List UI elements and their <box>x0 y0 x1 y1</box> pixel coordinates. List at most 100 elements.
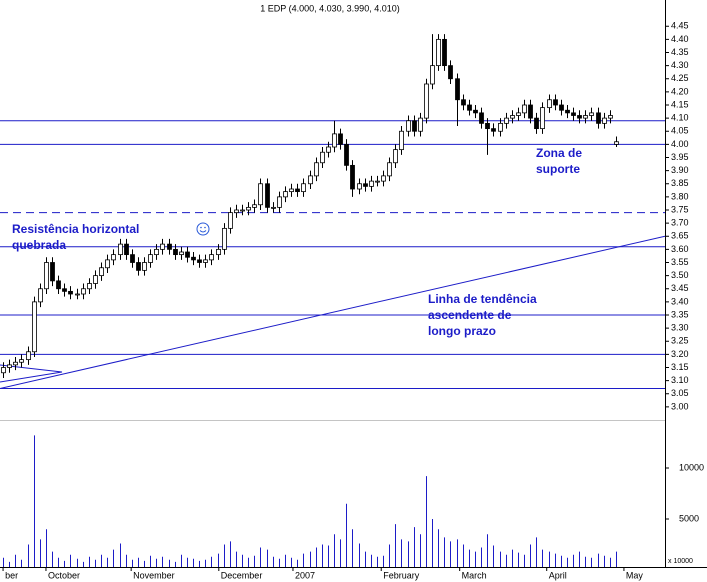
candle-body <box>75 293 80 296</box>
candle-body <box>442 38 447 67</box>
y-tick-label: 3.70 <box>671 218 689 228</box>
chart-title: 1 EDP (4.000, 4.030, 3.990, 4.010) <box>260 3 399 13</box>
candle-body <box>430 65 435 85</box>
trend-line <box>0 235 666 389</box>
candle-body <box>203 259 208 263</box>
candle-body <box>485 122 490 130</box>
y-tick-label: 3.05 <box>671 388 689 398</box>
candle-body <box>479 112 484 124</box>
candle-body <box>608 115 613 119</box>
candle-body <box>363 183 368 187</box>
candle-body <box>142 262 147 271</box>
annotation: suporte <box>536 162 580 176</box>
y-tick-label: 4.30 <box>671 60 689 70</box>
candle-body <box>44 262 49 290</box>
candle-body <box>136 262 141 271</box>
candle-body <box>197 259 202 263</box>
candle-body <box>56 280 61 290</box>
candle-body <box>320 151 325 164</box>
candle-body <box>265 183 270 208</box>
candle-body <box>283 191 288 198</box>
candle-body <box>50 262 55 282</box>
candle-body <box>124 243 129 256</box>
candle-body <box>191 256 196 261</box>
candle-body <box>216 248 221 256</box>
x-tick-label: May <box>626 570 644 580</box>
candle-body <box>308 175 313 185</box>
candle-body <box>571 112 576 116</box>
candle-body <box>258 183 263 206</box>
y-tick-label: 3.15 <box>671 362 689 372</box>
candle-body <box>381 175 386 182</box>
candle-body <box>167 243 172 250</box>
candle-body <box>461 99 466 106</box>
annotation: longo prazo <box>428 324 496 338</box>
candle-body <box>179 251 184 256</box>
y-tick-label: 4.15 <box>671 99 689 109</box>
candle-body <box>553 99 558 106</box>
smiley-mouth <box>199 230 207 233</box>
candle-body <box>540 107 545 130</box>
candle-body <box>26 351 31 361</box>
y-tick-label: 3.50 <box>671 270 689 280</box>
candle-body <box>222 227 227 250</box>
candle-body <box>589 112 594 116</box>
candle-body <box>154 248 159 256</box>
y-tick-label: 3.45 <box>671 283 689 293</box>
y-tick-label: 4.40 <box>671 34 689 44</box>
y-tick-label: 3.90 <box>671 165 689 175</box>
candle-body <box>332 133 337 148</box>
candle-body <box>62 288 67 292</box>
y-tick-label: 3.55 <box>671 257 689 267</box>
candle-body <box>99 267 104 277</box>
y-tick-label: 3.75 <box>671 204 689 214</box>
candle-body <box>271 206 276 209</box>
candle-body <box>228 212 233 229</box>
candle-body <box>357 183 362 190</box>
candle-body <box>406 120 411 132</box>
candle-body <box>350 164 355 190</box>
candle-body <box>516 112 521 116</box>
y-tick-label: 4.35 <box>671 47 689 57</box>
y-tick-label: 4.20 <box>671 86 689 96</box>
y-tick-label: 3.35 <box>671 309 689 319</box>
candle-body <box>301 183 306 193</box>
x-tick-label: November <box>133 570 175 580</box>
candle-body <box>510 115 515 119</box>
y-tick-label: 3.80 <box>671 191 689 201</box>
candle-body <box>234 209 239 214</box>
candle-body <box>565 109 570 114</box>
candle-body <box>467 104 472 111</box>
candle-body <box>436 38 441 67</box>
candle-body <box>547 99 552 109</box>
candle-body <box>38 288 43 303</box>
candle-body <box>1 367 6 374</box>
candle-body <box>614 141 619 145</box>
candle-body <box>412 120 417 132</box>
y-tick-label: 4.05 <box>671 126 689 136</box>
candle-body <box>504 117 509 124</box>
y-tick-label: 3.25 <box>671 336 689 346</box>
candle-body <box>160 243 165 250</box>
annotation: Resistência horizontal <box>12 222 139 236</box>
candle-body <box>369 180 374 187</box>
candle-body <box>448 65 453 80</box>
candle-body <box>393 149 398 164</box>
candle-body <box>81 288 86 295</box>
candle-body <box>583 115 588 119</box>
candle-body <box>387 162 392 177</box>
y-tick-label: 4.10 <box>671 113 689 123</box>
candle-body <box>185 251 190 258</box>
candle-body <box>559 104 564 111</box>
annotation: Linha de tendência <box>428 292 537 306</box>
candle-body <box>602 117 607 124</box>
candle-body <box>491 128 496 132</box>
y-tick-label: 3.85 <box>671 178 689 188</box>
candle-body <box>246 206 251 211</box>
volume-tick-label: 5000 <box>679 513 699 523</box>
candle-body <box>473 109 478 114</box>
annotation: Zona de <box>536 146 582 160</box>
y-tick-label: 4.45 <box>671 21 689 31</box>
candle-body <box>19 359 24 363</box>
